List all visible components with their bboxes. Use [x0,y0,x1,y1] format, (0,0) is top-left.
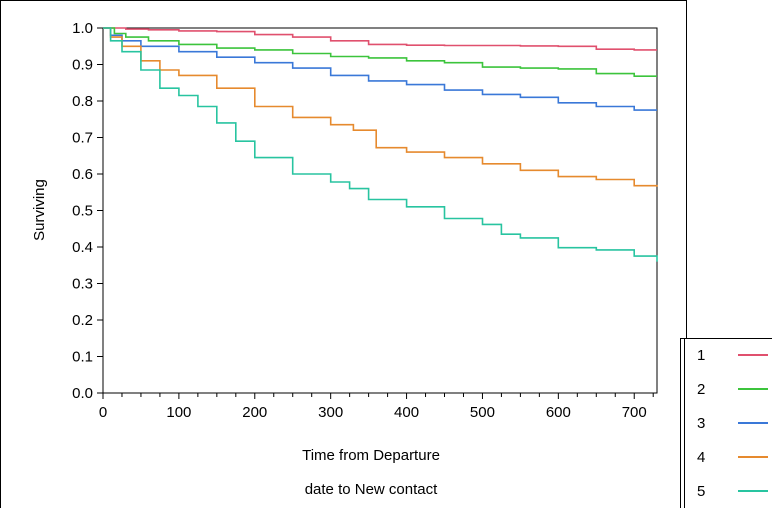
legend-label-3: 3 [697,415,705,432]
y-tick-label: 0.4 [72,239,93,256]
legend-label-2: 2 [697,381,705,398]
y-tick-label: 0.7 [72,130,93,147]
y-tick-label: 1.0 [72,20,93,37]
y-tick-label: 0.9 [72,57,93,74]
y-tick-label: 0.6 [72,166,93,183]
x-tick-label: 700 [622,404,647,421]
y-tick-label: 0.1 [72,349,93,366]
y-tick-label: 0.3 [72,276,93,293]
x-tick-label: 100 [166,404,191,421]
y-tick-label: 0.5 [72,203,93,220]
y-axis: 0.0 0.1 0.2 0.3 0.4 0.5 0.6 0.7 0.8 0.9 1.0 [72,20,103,402]
x-tick-label: 400 [394,404,419,421]
x-tick-label: 0 [99,404,107,421]
plot-area [102,27,658,394]
series-line-3 [103,27,657,111]
x-tick-label: 500 [470,404,495,421]
series-line-5 [103,27,658,262]
legend-label-4: 4 [697,449,705,466]
series-line-1 [103,27,657,51]
legend-label-1: 1 [697,347,705,364]
y-tick-label: 0.8 [72,93,93,110]
y-tick-label: 0.0 [72,385,93,402]
x-axis-label-line-2: date to New contact [305,481,438,498]
x-tick-label: 200 [242,404,267,421]
legend-label-5: 5 [697,483,705,500]
x-axis: 0 100 200 300 400 500 600 700 [99,393,654,421]
series-line-4 [103,27,658,187]
y-axis-label: Surviving [31,179,48,241]
y-tick-label: 0.2 [72,312,93,329]
x-tick-label: 600 [546,404,571,421]
series-line-2 [103,27,657,77]
legend: 1 2 3 4 5 [680,338,772,508]
series-layer [103,27,658,262]
x-axis-label-line-1: Time from Departure [302,447,440,464]
x-tick-label: 300 [318,404,343,421]
